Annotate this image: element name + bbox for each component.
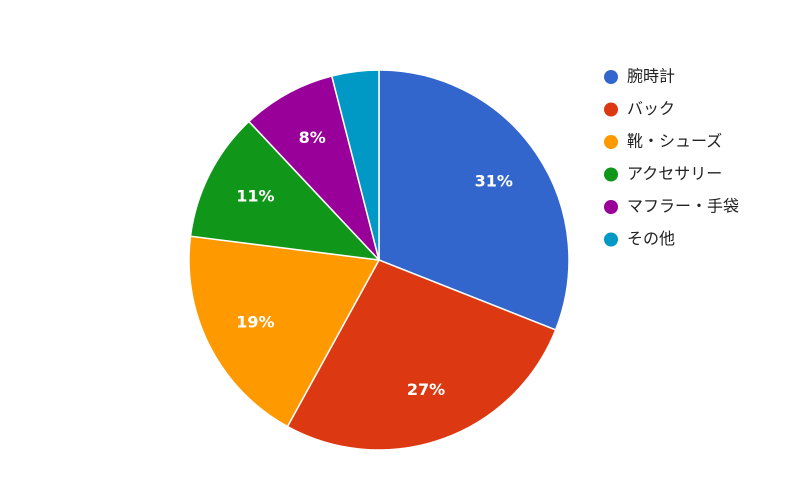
- legend-marker: [604, 232, 618, 247]
- legend-label: その他: [627, 229, 675, 248]
- legend-label: バック: [627, 99, 675, 118]
- value-label: 19%: [236, 312, 274, 331]
- legend-label: 靴・シューズ: [627, 132, 722, 151]
- pie-slice: [188, 235, 381, 428]
- pie-slice: [286, 259, 557, 451]
- value-label: 31%: [475, 172, 513, 191]
- value-label: 8%: [299, 128, 326, 147]
- legend-label: アクセサリー: [627, 164, 722, 183]
- value-label: 27%: [407, 380, 445, 399]
- value-label: 11%: [236, 187, 274, 206]
- legend-marker: [604, 200, 618, 214]
- pie-slice: [330, 69, 380, 261]
- pie-slice: [247, 75, 380, 261]
- pie-slice: [378, 69, 570, 331]
- legend-label: マフラー・手袋: [627, 197, 739, 216]
- legend-marker: [604, 70, 618, 84]
- pie-slice: [189, 120, 381, 262]
- legend-marker: [604, 167, 618, 182]
- legend-marker: [604, 102, 618, 117]
- legend-marker: [604, 135, 618, 149]
- legend-label: 腕時計: [627, 67, 675, 86]
